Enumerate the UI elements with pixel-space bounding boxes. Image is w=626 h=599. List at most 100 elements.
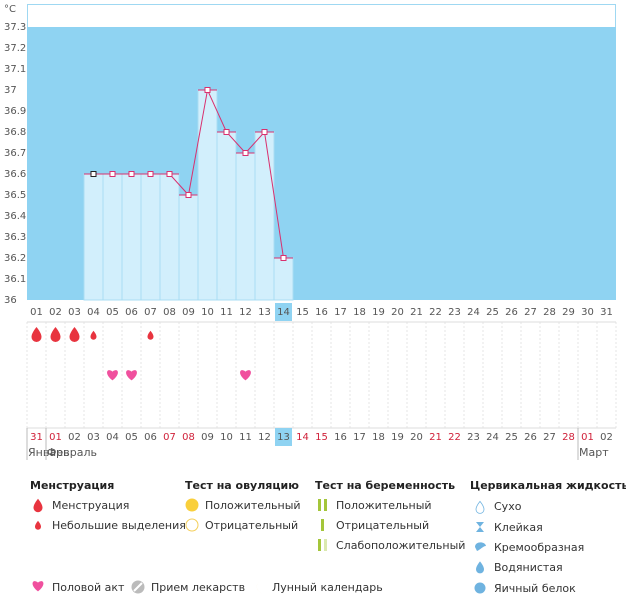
y-tick-label: 36.3 (4, 232, 26, 243)
y-tick-label: 36.8 (4, 127, 26, 138)
legend-icon (476, 561, 484, 574)
temperature-bar (178, 194, 199, 301)
date-label: 05 (125, 432, 138, 443)
legend-icon (318, 499, 321, 511)
temperature-point (90, 171, 97, 177)
month-label: Март (579, 446, 609, 459)
legend-icon (324, 499, 327, 511)
unit-label: °C (4, 4, 16, 15)
date-label: 21 (429, 432, 442, 443)
x-tick-label: 10 (201, 307, 214, 318)
y-tick-label: 36.7 (4, 148, 26, 159)
legend-icon (476, 522, 484, 532)
temperature-point (242, 150, 249, 156)
legend-icon (35, 520, 41, 530)
x-tick-label: 20 (391, 307, 404, 318)
x-tick-label: 13 (258, 307, 271, 318)
legend-item: Водянистая (494, 561, 563, 574)
legend-item: Менструация (52, 499, 129, 512)
temperature-point (185, 192, 192, 198)
date-label: 23 (467, 432, 480, 443)
y-tick-label: 37.2 (4, 43, 26, 54)
x-tick-label: 25 (486, 307, 499, 318)
legend-item: Небольшие выделения (52, 519, 186, 532)
x-tick-label: 29 (562, 307, 575, 318)
intercourse-icon (126, 370, 137, 381)
x-tick-label: 03 (68, 307, 81, 318)
x-tick-label: 05 (106, 307, 119, 318)
x-tick-label: 06 (125, 307, 138, 318)
y-tick-label: 36.6 (4, 169, 26, 180)
date-label: 07 (163, 432, 176, 443)
x-tick-label: 02 (49, 307, 62, 318)
temperature-point (147, 171, 154, 177)
legend-item: Клейкая (494, 521, 543, 534)
date-label: 17 (353, 432, 366, 443)
temperature-point (280, 255, 287, 261)
x-tick-label: 21 (410, 307, 423, 318)
legend-icon (475, 542, 486, 551)
x-tick-label: 27 (524, 307, 537, 318)
legend-item: Отрицательный (336, 519, 429, 532)
date-label: 16 (334, 432, 347, 443)
legend-icon (475, 500, 485, 514)
date-label: 09 (201, 432, 214, 443)
legend: Менструация Менструация Небольшие выделе… (30, 479, 626, 595)
y-tick-label: 36.9 (4, 106, 26, 117)
x-tick-label: 26 (505, 307, 518, 318)
x-tick-label: 19 (372, 307, 385, 318)
temperature-point (261, 129, 268, 135)
date-label: 02 (68, 432, 81, 443)
y-tick-label: 37 (4, 85, 17, 96)
legend-item: Сухо (494, 500, 522, 513)
temperature-point (128, 171, 135, 177)
unit-strip (27, 4, 616, 28)
menstruation-icon (90, 330, 97, 340)
menstruation-icon (50, 327, 61, 342)
x-tick-label: 30 (581, 307, 594, 318)
y-tick-label: 36 (4, 295, 17, 306)
x-tick-label: 08 (163, 307, 176, 318)
temperature-bar (121, 173, 142, 301)
temperature-bar (140, 173, 161, 301)
x-tick-label: 28 (543, 307, 556, 318)
legend-icon (185, 498, 199, 512)
date-label: 11 (239, 432, 252, 443)
date-label: 15 (315, 432, 328, 443)
temperature-point (204, 87, 211, 93)
legend-icon (318, 539, 321, 551)
date-label: 04 (106, 432, 119, 443)
temperature-point (166, 171, 173, 177)
legend-item: Половой акт (52, 581, 125, 594)
highlight-day (275, 303, 292, 321)
date-label: 25 (505, 432, 518, 443)
y-tick-label: 37.3 (4, 22, 26, 33)
y-tick-label: 36.2 (4, 253, 26, 264)
x-tick-label: 09 (182, 307, 195, 318)
temperature-bar (235, 152, 256, 301)
legend-item: Слабоположительный (336, 539, 465, 552)
x-tick-label: 24 (467, 307, 480, 318)
legend-item: Яичный белок (494, 582, 576, 595)
x-tick-label: 04 (87, 307, 100, 318)
date-label: 18 (372, 432, 385, 443)
date-label: 20 (410, 432, 423, 443)
date-label: 02 (600, 432, 613, 443)
date-label: 27 (543, 432, 556, 443)
legend-icon (321, 519, 324, 531)
date-label: 26 (524, 432, 537, 443)
menstruation-icon (69, 327, 80, 342)
x-tick-label: 17 (334, 307, 347, 318)
x-tick-label: 22 (429, 307, 442, 318)
date-label: 08 (182, 432, 195, 443)
date-label: 24 (486, 432, 499, 443)
legend-title: Тест на беременность (315, 479, 455, 492)
temperature-bar (159, 173, 180, 301)
y-tick-label: 36.4 (4, 211, 26, 222)
temperature-bar (216, 131, 237, 301)
legend-title: Тест на овуляцию (185, 479, 299, 492)
x-tick-label: 23 (448, 307, 461, 318)
legend-item: Положительный (336, 499, 432, 512)
legend-title: Менструация (30, 479, 114, 492)
